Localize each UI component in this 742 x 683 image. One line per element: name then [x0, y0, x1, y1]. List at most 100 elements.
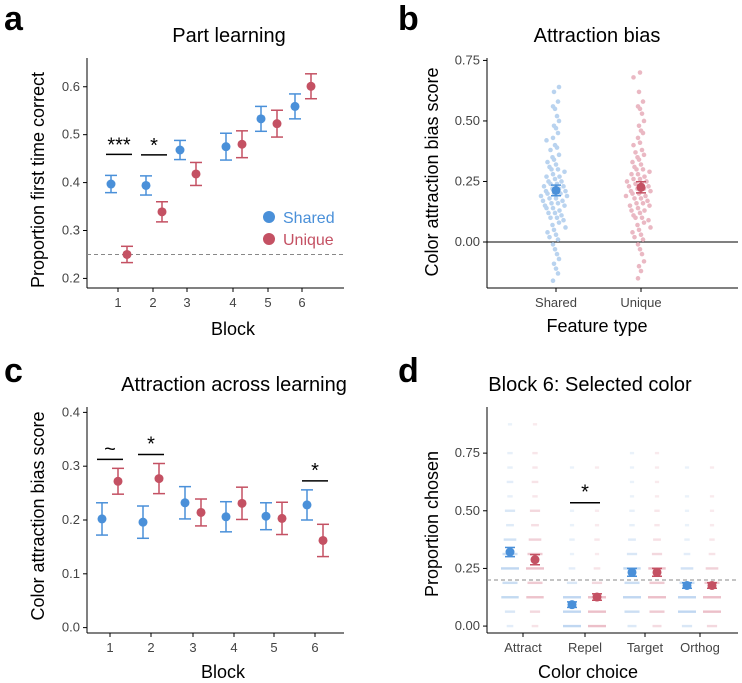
panel-d-shared-orthog-point — [682, 580, 692, 590]
panel-c-unique-block-6-point — [318, 535, 328, 545]
panel-d-orthog-raw-strip — [709, 495, 715, 498]
panel-d-unique-repel-point — [592, 592, 602, 602]
panel-d-attract-raw-strip — [532, 466, 538, 469]
panel-b-shared-participant-point — [553, 232, 559, 238]
panel-b-shared-participant-point — [551, 89, 557, 95]
panel-letter-d: d — [398, 352, 419, 390]
panel-b-shared-participant-point — [547, 234, 552, 240]
panel-d-attract-raw-strip — [503, 538, 517, 541]
panel-a-legend: Shared Unique — [263, 210, 335, 249]
panel-b-unique-participant-point — [635, 242, 641, 247]
panel-b-unique-participant-point — [630, 191, 635, 196]
panel-d-target-raw-strip — [624, 610, 640, 613]
panel-b-shared-participant-point — [563, 188, 568, 194]
panel-d-xlabel: Color choice — [538, 662, 638, 682]
panel-b-unique-participant-point — [647, 203, 652, 208]
panel-b-shared-participant-point — [538, 193, 544, 199]
panel-b-unique-participant-point — [643, 193, 648, 199]
panel-b-unique-participant-point — [633, 215, 638, 221]
panel-d-repel-raw-strip — [594, 509, 600, 512]
panel-b-plot: 0.00 0.25 0.50 0.75 Shared Unique — [455, 52, 738, 310]
panel-d-repel-raw-strip — [569, 523, 575, 527]
panel-d-attract-raw-strip — [504, 610, 516, 613]
panel-b-shared-participant-point — [553, 162, 559, 167]
panel-b-shared-participant-point — [549, 167, 554, 172]
legend-shared-label: Shared — [283, 210, 335, 227]
panel-c-shared-block-2-point — [138, 517, 148, 527]
panel-d-target-raw-strip — [629, 466, 635, 469]
panel-d-attract-raw-strip — [502, 581, 518, 585]
panel-b-unique-participant-point — [640, 130, 646, 136]
panel-b-shared-participant-point — [550, 135, 556, 141]
panel-d-attract-raw-strip — [529, 610, 541, 613]
panel-b-shared-participant-point — [560, 198, 565, 204]
panel-b-unique-participant-point — [641, 259, 647, 264]
panel-c-shared-block-4-point — [221, 512, 231, 522]
panel-d-attract-raw-strip — [507, 423, 513, 426]
panel-d-orthog-raw-strip — [684, 538, 690, 541]
panel-b-shared-participant-point — [550, 171, 556, 177]
panel-b-unique-participant-point — [640, 167, 646, 172]
panel-a-x-tick-label: 6 — [298, 295, 305, 310]
panel-b-unique-participant-point — [640, 200, 646, 206]
panel-c-title: Attraction across learning — [121, 374, 347, 396]
panel-b-unique-participant-point — [648, 225, 653, 230]
panel-d-attract-raw-strip — [531, 624, 539, 628]
panel-b-unique-participant-point — [645, 198, 650, 204]
panel-d-attract-raw-strip — [507, 451, 513, 455]
panel-a-unique-block-1-point — [122, 249, 132, 259]
panel-d-attract-raw-strip — [531, 480, 539, 484]
panel-d-repel-raw-strip — [569, 538, 575, 541]
panel-c-x-tick-label: 1 — [106, 640, 113, 655]
panel-c-unique-block-3-point — [196, 507, 206, 517]
panel-b-unique-participant-point — [635, 276, 641, 281]
panel-b-unique-participant-point — [641, 220, 647, 225]
panel-b-unique-participant-point — [646, 184, 651, 189]
panel-c-unique-block-4-point — [237, 498, 247, 508]
panel-c-plot: 0.0 0.1 0.2 0.3 0.4 1 2 3 4 5 6 ~ * * — [62, 404, 344, 655]
panel-c-y-tick-label: 0.0 — [62, 620, 80, 635]
panel-b-unique-participant-point — [635, 135, 641, 141]
panel-b-unique-participant-point — [638, 196, 644, 201]
panel-b-shared-participant-point — [548, 215, 553, 221]
panel-d-target-raw-strip — [623, 596, 641, 599]
panel-c-shared-block-3-point — [180, 498, 190, 508]
panel-a-unique-block-5-point — [272, 119, 282, 129]
panel-b-ylabel: Color attraction bias score — [422, 67, 442, 276]
panel-b-unique-participant-point — [641, 118, 647, 124]
panel-a-shared-block-5-point — [256, 114, 266, 124]
panel-c-unique-block-2-point — [154, 474, 164, 484]
panel-d-target-raw-strip — [626, 552, 638, 556]
panel-b-shared-participant-point — [556, 152, 562, 158]
panel-a-plot: 0.20.30.40.50.61 2 3 4 5 6*** * — [62, 58, 344, 310]
panel-b-unique-participant-point — [631, 142, 636, 148]
panel-c-unique-block-1-point — [113, 476, 123, 486]
panel-b-shared-participant-point — [552, 210, 558, 216]
panel-d-attract-raw-strip — [532, 495, 538, 498]
panel-c-significance-label: * — [147, 434, 155, 456]
panel-b-unique-participant-point — [642, 174, 647, 179]
panel-b-shared-participant-point — [550, 242, 556, 247]
panel-c-x-tick-label: 4 — [230, 640, 237, 655]
panel-b-unique-participant-point — [637, 210, 643, 216]
panel-d-repel-raw-strip — [563, 624, 581, 628]
panel-b-shared-participant-point — [554, 215, 560, 221]
panel-b-unique-participant-point — [626, 184, 632, 189]
panel-d-target-raw-strip — [654, 495, 660, 498]
panel-d-significance-label: * — [581, 482, 589, 504]
panel-b-shared-participant-point — [559, 179, 564, 184]
panel-d-repel-raw-strip — [569, 552, 575, 556]
panel-b-shared-participant-point — [552, 176, 558, 182]
panel-b-unique-participant-point — [630, 230, 635, 235]
panel-d-target-raw-strip — [654, 509, 660, 512]
panel-letter-b: b — [398, 0, 419, 38]
panel-b-unique-participant-point — [635, 222, 640, 228]
panel-a-significance-label: * — [150, 135, 158, 157]
panel-c: c Attraction across learning 0.00.10.20.… — [4, 352, 347, 682]
panel-b-shared-participant-point — [544, 138, 549, 143]
panel-b-shared-participant-point — [562, 169, 567, 175]
panel-a-xlabel: Block — [211, 319, 256, 339]
panel-a-y-tick-label: 0.5 — [62, 127, 80, 142]
panel-d-repel-raw-strip — [594, 523, 600, 527]
